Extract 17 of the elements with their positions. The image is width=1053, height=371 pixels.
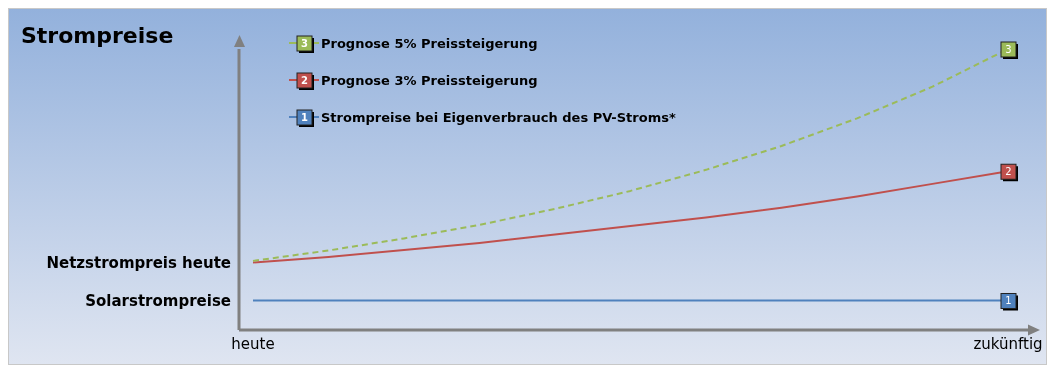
annotation: Netzstrompreis heute (46, 253, 231, 272)
annotation: Solarstrompreise (85, 291, 231, 310)
annotation: 1 (1005, 295, 1012, 307)
legend-label: Strompreise bei Eigenverbrauch des PV-Stroms* (321, 109, 676, 125)
numbered-square-icon: 1 (1000, 293, 1018, 311)
numbered-square-icon: 3 (296, 35, 314, 53)
numbered-square-icon: 2 (296, 72, 314, 90)
legend-label: Prognose 3% Preissteigerung (321, 72, 538, 88)
annotation: 2 (1005, 166, 1012, 178)
numbered-square-icon: 1 (296, 109, 314, 127)
annotation: 3 (1005, 44, 1012, 55)
legend-label: Prognose 5% Preissteigerung (321, 35, 538, 51)
x-tick-label: heute (231, 334, 275, 353)
numbered-square-icon: 3 (1000, 41, 1018, 59)
numbered-square-icon: 2 (1000, 163, 1018, 182)
chart-title: Strompreise (21, 23, 174, 48)
x-tick-label: zukünftig (973, 334, 1043, 353)
